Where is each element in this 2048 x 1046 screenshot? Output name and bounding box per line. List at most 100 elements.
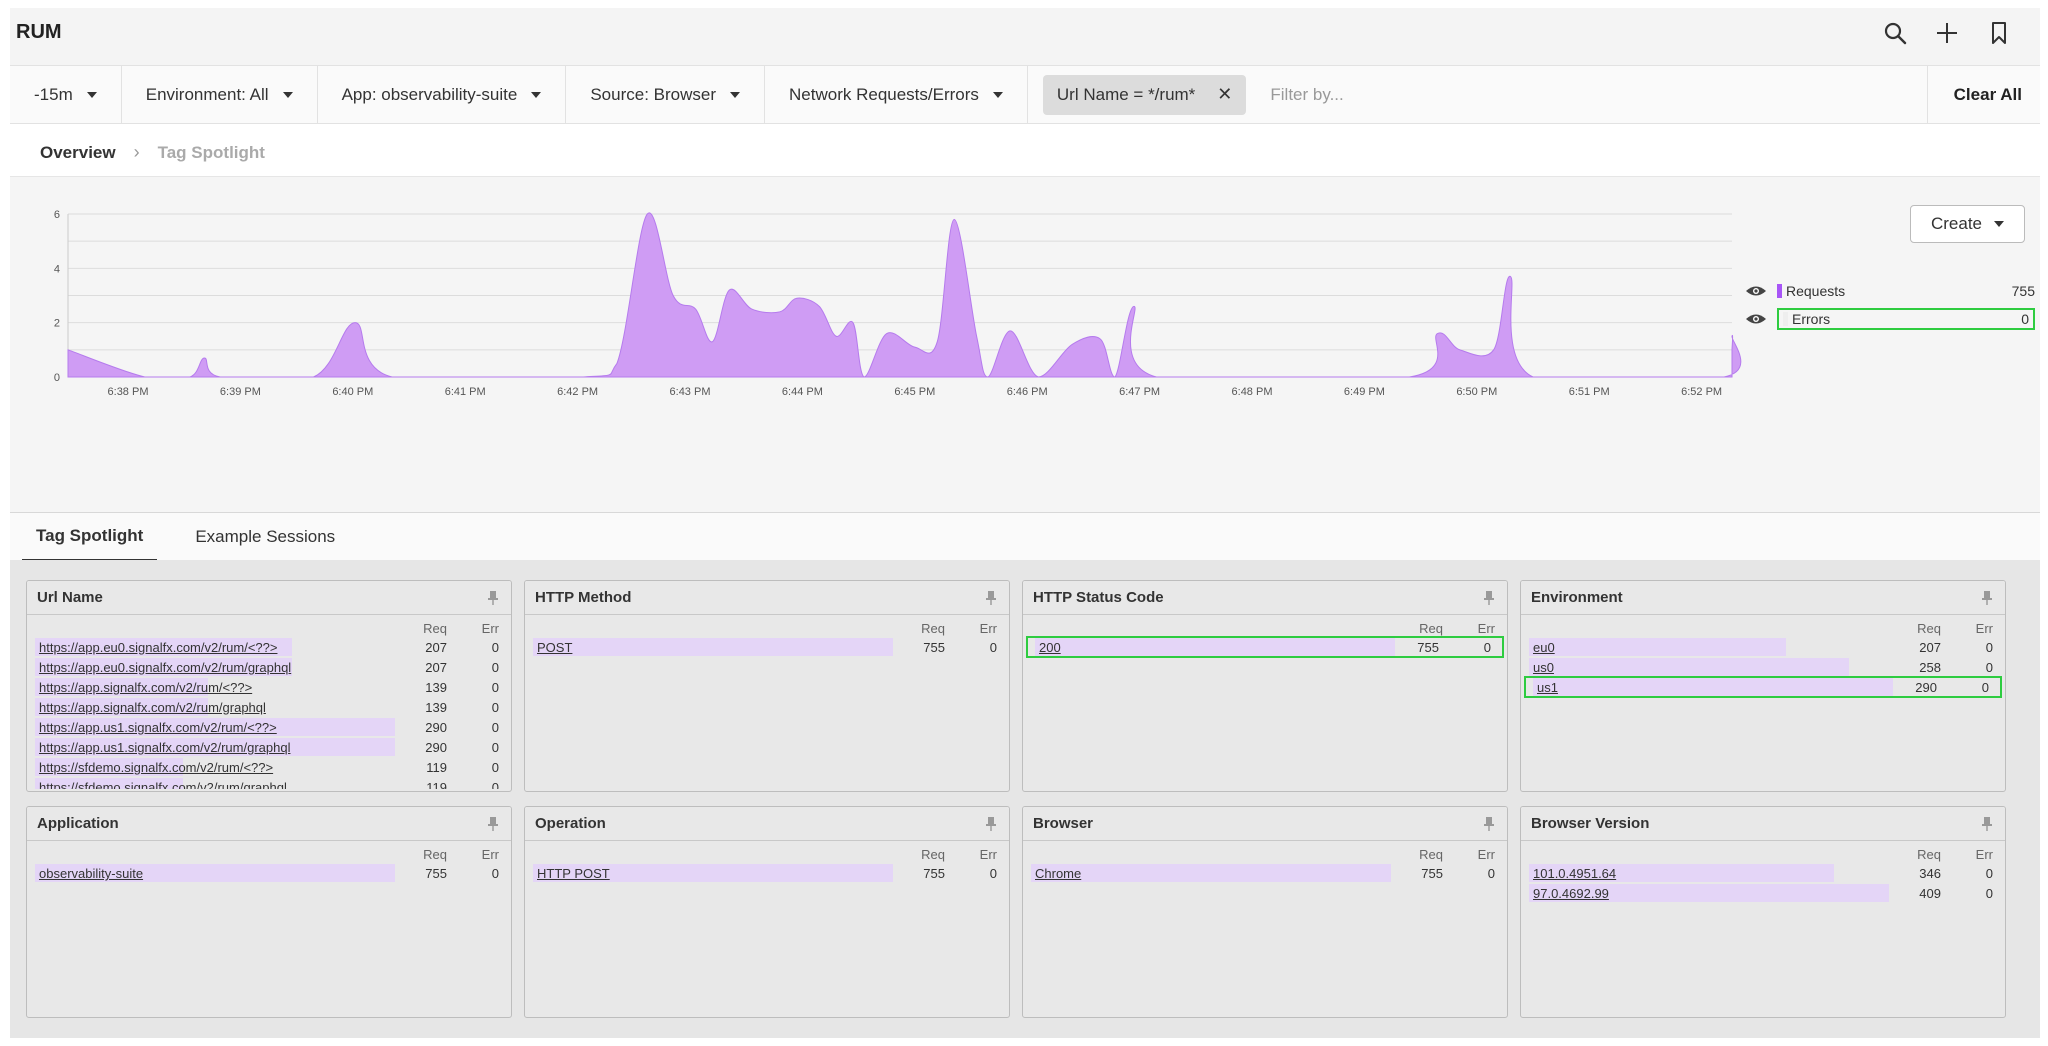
- filter-input[interactable]: [1258, 65, 1928, 124]
- x-tick-label: 6:48 PM: [1232, 386, 1273, 398]
- tag-row[interactable]: POST 755 0: [525, 637, 1009, 657]
- time-range-dropdown[interactable]: -15m: [10, 65, 122, 124]
- tag-value-link[interactable]: https://app.signalfx.com/v2/rum/graphql: [39, 700, 266, 715]
- tag-row[interactable]: 101.0.4951.64 346 0: [1521, 863, 2005, 883]
- err-count: 0: [491, 720, 499, 735]
- x-tick-label: 6:44 PM: [782, 386, 823, 398]
- tag-row[interactable]: Chrome 755 0: [1023, 863, 1507, 883]
- tag-row[interactable]: observability-suite 755 0: [27, 863, 511, 883]
- legend-requests[interactable]: Requests 755: [1745, 279, 2035, 303]
- chevron-down-icon: [282, 91, 293, 98]
- create-button[interactable]: Create: [1910, 205, 2025, 243]
- y-tick-label: 6: [54, 209, 60, 221]
- pin-icon[interactable]: [983, 590, 999, 606]
- app-frame: RUM -15m Environment: All App: observabi…: [10, 8, 2040, 1038]
- pin-icon[interactable]: [1979, 816, 1995, 832]
- column-header: Req Err: [525, 615, 1009, 637]
- x-tick-label: 6:38 PM: [108, 386, 149, 398]
- tag-row-bar: [1035, 638, 1395, 656]
- legend-errors-row[interactable]: Errors 0: [1745, 307, 2035, 331]
- app-dropdown[interactable]: App: observability-suite: [318, 65, 567, 124]
- x-tick-label: 6:41 PM: [445, 386, 486, 398]
- x-tick-label: 6:52 PM: [1681, 386, 1722, 398]
- tag-value-link[interactable]: https://sfdemo.signalfx.com/v2/rum/graph…: [39, 780, 287, 789]
- type-dropdown[interactable]: Network Requests/Errors: [765, 65, 1028, 124]
- clear-all-button[interactable]: Clear All: [1953, 84, 2022, 104]
- pin-icon[interactable]: [1979, 590, 1995, 606]
- tag-row[interactable]: 97.0.4692.99 409 0: [1521, 883, 2005, 903]
- card-header: HTTP Method: [525, 581, 1009, 615]
- req-column-header: Req: [1917, 621, 1941, 636]
- chevron-down-icon: [992, 91, 1003, 98]
- req-column-header: Req: [423, 621, 447, 636]
- tag-row[interactable]: https://app.eu0.signalfx.com/v2/rum/grap…: [27, 657, 511, 677]
- tag-value-link[interactable]: https://sfdemo.signalfx.com/v2/rum/<??>: [39, 760, 274, 775]
- eye-icon[interactable]: [1745, 284, 1767, 298]
- req-count: 346: [1919, 866, 1941, 881]
- tab-tag-spotlight[interactable]: Tag Spotlight: [22, 513, 158, 561]
- tag-value-link[interactable]: 97.0.4692.99: [1533, 886, 1609, 901]
- card-header: Environment: [1521, 581, 2005, 615]
- tag-row[interactable]: us0 258 0: [1521, 657, 2005, 677]
- filter-chip[interactable]: Url Name = */rum* ✕: [1042, 74, 1247, 115]
- tag-row[interactable]: https://sfdemo.signalfx.com/v2/rum/<??> 1…: [27, 757, 511, 777]
- pin-icon[interactable]: [983, 816, 999, 832]
- tag-value-link[interactable]: https://app.us1.signalfx.com/v2/rum/<??>: [39, 720, 277, 735]
- tag-row[interactable]: us1 290 0: [1524, 676, 2002, 698]
- tag-value-link[interactable]: us0: [1533, 660, 1554, 675]
- environment-dropdown[interactable]: Environment: All: [122, 65, 318, 124]
- tag-row[interactable]: 200 755 0: [1026, 636, 1504, 658]
- pin-icon[interactable]: [1481, 816, 1497, 832]
- err-column-header: Err: [1477, 847, 1495, 862]
- pin-icon[interactable]: [485, 590, 501, 606]
- search-icon[interactable]: [1880, 18, 1910, 48]
- tag-row[interactable]: https://app.eu0.signalfx.com/v2/rum/<??>…: [27, 637, 511, 657]
- tag-value-link[interactable]: 101.0.4951.64: [1533, 866, 1617, 881]
- err-column-header: Err: [1975, 621, 1993, 636]
- err-count: 0: [989, 866, 997, 881]
- tag-value-link[interactable]: eu0: [1533, 640, 1555, 655]
- tag-row[interactable]: https://app.signalfx.com/v2/rum/<??> 139 0: [27, 677, 511, 697]
- pin-icon[interactable]: [485, 816, 501, 832]
- tag-row[interactable]: HTTP POST 755 0: [525, 863, 1009, 883]
- tag-row-bar: [35, 864, 395, 882]
- tag-value-link[interactable]: HTTP POST: [537, 866, 610, 881]
- err-column-header: Err: [979, 621, 997, 636]
- card-title: Browser: [1033, 815, 1094, 832]
- tag-value-link[interactable]: 200: [1039, 640, 1061, 655]
- tag-value-link[interactable]: observability-suite: [39, 866, 144, 881]
- legend-label: Requests: [1786, 283, 1846, 299]
- add-icon[interactable]: [1932, 18, 1962, 48]
- requests-chart: 0 2 4 6 6:38 PM 6:39 PM 6:40 PM 6:41 PM 6:42 PM 6…: [54, 209, 1742, 398]
- tag-row[interactable]: eu0 207 0: [1521, 637, 2005, 657]
- tag-value-link[interactable]: POST: [537, 640, 573, 655]
- app-title: RUM: [16, 21, 62, 43]
- err-count: 0: [1985, 866, 1993, 881]
- tag-row[interactable]: https://app.us1.signalfx.com/v2/rum/grap…: [27, 737, 511, 757]
- card-title: HTTP Status Code: [1033, 589, 1164, 606]
- pin-icon[interactable]: [1481, 590, 1497, 606]
- close-icon[interactable]: ✕: [1217, 84, 1233, 104]
- tag-value-link[interactable]: https://app.signalfx.com/v2/rum/<??>: [39, 680, 253, 695]
- tag-value-link[interactable]: us1: [1537, 680, 1558, 695]
- tag-value-link[interactable]: https://app.eu0.signalfx.com/v2/rum/grap…: [39, 660, 292, 675]
- eye-icon[interactable]: [1745, 312, 1767, 326]
- tag-row[interactable]: https://app.signalfx.com/v2/rum/graphql 1…: [27, 697, 511, 717]
- x-tick-label: 6:50 PM: [1456, 386, 1497, 398]
- legend-swatch: [1777, 284, 1782, 298]
- card-title: Application: [37, 815, 119, 832]
- tag-row[interactable]: https://sfdemo.signalfx.com/v2/rum/graph…: [27, 777, 511, 789]
- bookmark-icon[interactable]: [1984, 18, 2014, 48]
- tag-row[interactable]: https://app.us1.signalfx.com/v2/rum/<??>…: [27, 717, 511, 737]
- source-dropdown[interactable]: Source: Browser: [566, 65, 766, 124]
- tag-row-bar: [35, 658, 292, 676]
- tag-value-link[interactable]: https://app.us1.signalfx.com/v2/rum/grap…: [39, 740, 291, 755]
- tag-value-link[interactable]: https://app.eu0.signalfx.com/v2/rum/<??>: [39, 640, 278, 655]
- err-count: 0: [491, 760, 499, 775]
- tab-example-sessions[interactable]: Example Sessions: [195, 527, 336, 546]
- tag-value-link[interactable]: Chrome: [1035, 866, 1082, 881]
- req-count: 290: [1915, 680, 1937, 695]
- legend-swatch: [1783, 312, 1788, 326]
- breadcrumb-overview[interactable]: Overview: [40, 142, 116, 162]
- card-title: Url Name: [37, 589, 103, 606]
